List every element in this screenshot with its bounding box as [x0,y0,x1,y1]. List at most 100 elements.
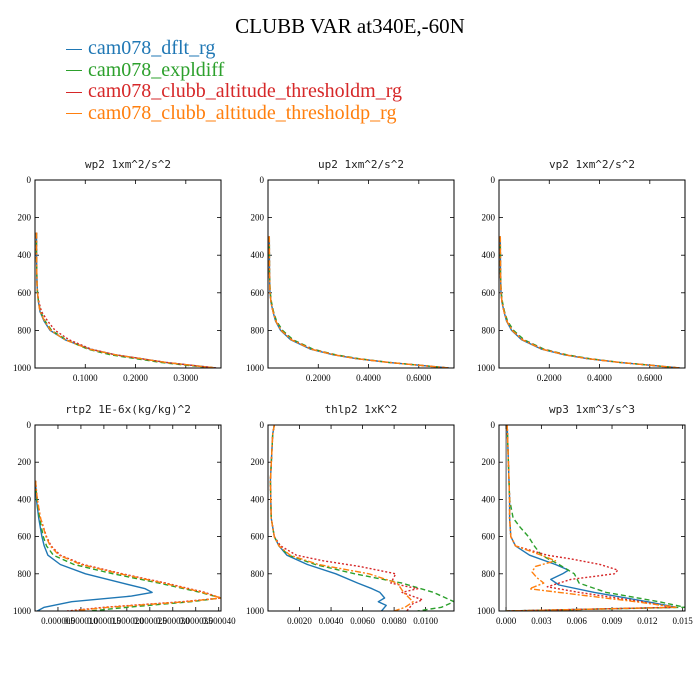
y-tick-label: 200 [251,457,265,467]
x-tick-label: 0.000030 [156,616,190,626]
y-tick-label: 400 [251,494,265,504]
x-tick-label: 0.000040 [202,616,236,626]
plot-frame [498,179,686,369]
x-tick-label: 0.012 [637,616,657,626]
y-tick-label: 400 [482,250,496,260]
x-tick-label: 0.4000 [356,373,381,383]
x-tick-label: 0.000 [496,616,517,626]
y-tick-label: 200 [251,213,265,223]
y-tick-label: 600 [251,288,265,298]
y-tick-label: 600 [18,532,32,542]
x-tick-label: 0.0020 [287,616,312,626]
y-tick-label: 200 [482,213,496,223]
y-tick-label: 400 [482,494,496,504]
panel-2: up2 1xm^2/s^2 0 200 400 600 800 1000 0.2000 0.40… [246,158,455,383]
panel-5: thlp2 1xK^2 0 200 400 600 800 1000 0.0020 0.0040… [246,403,455,626]
x-tick-label: 0.015 [673,616,694,626]
panel-title: vp2 1xm^2/s^2 [549,158,635,171]
x-tick-label: 0.009 [602,616,623,626]
series-line [499,236,681,368]
series-line [35,480,153,611]
y-tick-label: 800 [18,325,32,335]
y-tick-label: 0 [260,175,265,185]
x-tick-label: 0.2000 [537,373,562,383]
x-tick-label: 0.0040 [319,616,344,626]
y-tick-label: 800 [18,569,32,579]
y-tick-label: 1000 [13,606,32,616]
y-tick-label: 0 [491,420,496,430]
x-tick-label: 0.003 [531,616,552,626]
legend-item-expldiff: cam078_expldiff [66,59,402,82]
y-tick-label: 400 [251,250,265,260]
y-tick-label: 800 [251,569,265,579]
x-tick-label: 0.4000 [587,373,612,383]
y-tick-label: 1000 [477,606,496,616]
series-line [268,236,450,368]
series-line [269,425,414,611]
series-line [268,236,450,368]
y-tick-label: 800 [251,325,265,335]
series-line [35,232,217,368]
x-tick-label: 0.2000 [123,373,148,383]
legend-swatch-dflt [66,48,82,50]
x-tick-label: 0.6000 [637,373,662,383]
series-line [35,480,221,611]
x-tick-label: 0.000020 [110,616,144,626]
series-line [506,425,685,611]
plot-frame [34,179,222,369]
legend-swatch-thresholdp [66,113,82,115]
plot-frame [267,424,455,612]
series-line [499,236,681,368]
x-tick-label: 0.0100 [413,616,438,626]
legend-label-thresholdp: cam078_clubb_altitude_thresholdp_rg [88,101,397,124]
y-tick-label: 0 [491,175,496,185]
series-line [35,232,217,368]
series-line [499,236,681,368]
x-tick-label: 0.000010 [64,616,98,626]
legend-swatch-expldiff [66,70,82,72]
x-tick-label: 0.0080 [382,616,407,626]
legend-item-thresholdp: cam078_clubb_altitude_thresholdp_rg [66,101,402,125]
y-tick-label: 1000 [246,363,265,373]
y-tick-label: 800 [482,569,496,579]
y-tick-label: 400 [18,494,32,504]
series-line [269,425,454,611]
panel-title: rtp2 1E-6x(kg/kg)^2 [65,403,191,416]
x-tick-label: 0.000035 [179,616,213,626]
panel-1: wp2 1xm^2/s^2 0 200 400 600 800 1000 0.1000 0.20… [13,158,222,383]
legend-item-thresholdm: cam078_clubb_altitude_thresholdm_rg [66,80,402,103]
y-tick-label: 600 [482,288,496,298]
x-tick-label: 0.2000 [306,373,331,383]
x-tick-label: 0.3000 [173,373,198,383]
x-tick-label: 0.1000 [73,373,98,383]
series-line [35,480,221,611]
y-tick-label: 1000 [13,363,32,373]
panel-title: thlp2 1xK^2 [325,403,398,416]
figure-title: CLUBB VAR at340E,-60N [235,14,465,38]
y-tick-label: 200 [482,457,496,467]
y-tick-label: 1000 [477,363,496,373]
x-tick-label: 0.006 [567,616,588,626]
series-line [499,236,681,368]
y-tick-label: 400 [18,250,32,260]
y-tick-label: 0 [27,175,32,185]
x-tick-label: 0.000015 [87,616,121,626]
panel-title: wp2 1xm^2/s^2 [85,158,171,171]
x-tick-label: 0.6000 [406,373,431,383]
legend-item-dflt: cam078_dflt_rg [66,37,402,60]
y-tick-label: 800 [482,325,496,335]
plot-frame [498,424,686,612]
y-tick-label: 200 [18,213,32,223]
panel-title: up2 1xm^2/s^2 [318,158,404,171]
panel-title: wp3 1xm^3/s^3 [549,403,635,416]
series-line [35,232,217,368]
series-line [268,236,450,368]
series-line [35,232,217,368]
series-line [506,425,678,611]
x-tick-label: 0.0060 [350,616,375,626]
legend-label-dflt: cam078_dflt_rg [88,37,216,59]
y-tick-label: 600 [482,532,496,542]
y-tick-label: 1000 [246,606,265,616]
series-line [269,425,387,611]
